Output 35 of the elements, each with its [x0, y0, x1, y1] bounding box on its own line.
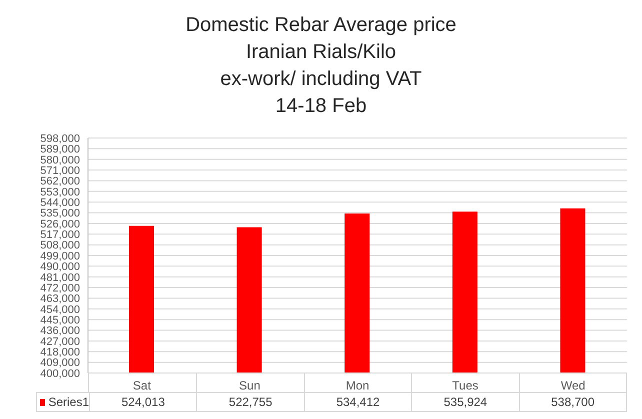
y-tick-label: 481,000	[40, 272, 80, 284]
data-label: 534,412	[304, 393, 412, 411]
data-label: 538,700	[550, 394, 596, 411]
y-tick-label: 499,000	[40, 250, 80, 262]
chart-title: Domestic Rebar Average price Iranian Rials/Kilo ex-work/ including VAT 14-18 Feb	[184, 13, 458, 119]
data-label: 522,755	[197, 393, 305, 411]
data-label: 535,924	[412, 393, 520, 411]
x-tick-label: Sun	[239, 378, 260, 393]
y-tick-label: 553,000	[40, 186, 80, 198]
y-tick-label: 580,000	[40, 154, 80, 166]
y-tick-label: 598,000	[40, 132, 80, 145]
y-tick-label: 517,000	[40, 229, 80, 242]
y-tick-label: 454,000	[40, 304, 80, 316]
x-tick-label: Mon	[346, 378, 370, 393]
y-tick-label: 445,000	[40, 314, 80, 326]
y-tick-label: 589,000	[40, 144, 80, 156]
y-tick-label: 418,000	[40, 346, 80, 359]
data-label: 524,013	[90, 393, 198, 411]
y-tick-label: 571,000	[40, 164, 80, 177]
x-tick-label: Tues	[452, 378, 478, 393]
y-tick-label: 400,000	[40, 368, 80, 380]
y-tick-label: 463,000	[40, 293, 80, 306]
x-tick-label: Sat	[132, 378, 152, 393]
y-tick-label: 409,000	[40, 357, 80, 370]
legend-label: Series1	[48, 395, 89, 409]
y-tick-label: 436,000	[40, 325, 80, 338]
y-tick-label: 544,000	[40, 196, 80, 209]
y-tick-label: 535,000	[40, 208, 80, 220]
y-tick-label: 562,000	[40, 176, 80, 188]
x-tick-label: Wed	[560, 378, 586, 393]
y-tick-label: 472,000	[40, 282, 80, 294]
y-tick-label: 490,000	[40, 261, 80, 274]
y-tick-label: 427,000	[40, 336, 80, 348]
y-tick-label: 508,000	[40, 240, 80, 252]
y-tick-label: 526,000	[40, 218, 80, 230]
